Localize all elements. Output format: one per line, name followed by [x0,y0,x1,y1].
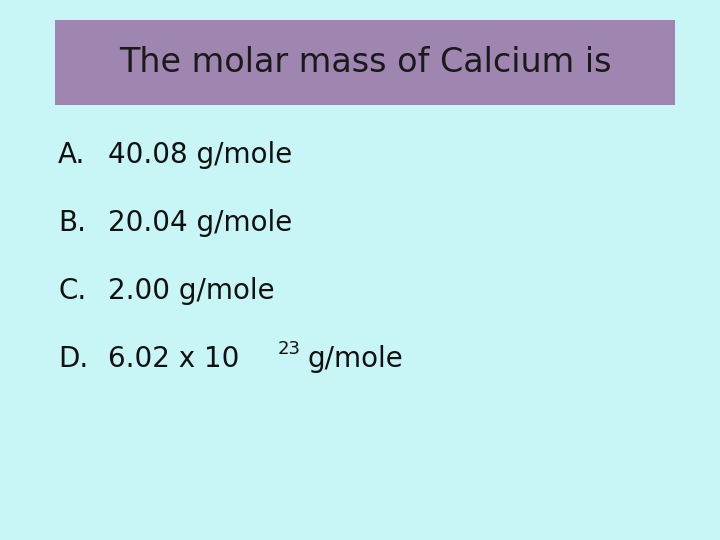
Text: The molar mass of Calcium is: The molar mass of Calcium is [119,46,611,79]
Text: g/mole: g/mole [307,345,403,373]
Text: 2.00 g/mole: 2.00 g/mole [108,277,274,305]
Text: 6.02 x 10: 6.02 x 10 [108,345,239,373]
Bar [55,20,675,105]
Text: 40.08 g/mole: 40.08 g/mole [108,141,292,169]
Text: B.: B. [58,209,86,237]
Text: A.: A. [58,141,86,169]
Text: C.: C. [58,277,86,305]
Text: D.: D. [58,345,89,373]
Text: 23: 23 [277,340,300,358]
Text: 20.04 g/mole: 20.04 g/mole [108,209,292,237]
